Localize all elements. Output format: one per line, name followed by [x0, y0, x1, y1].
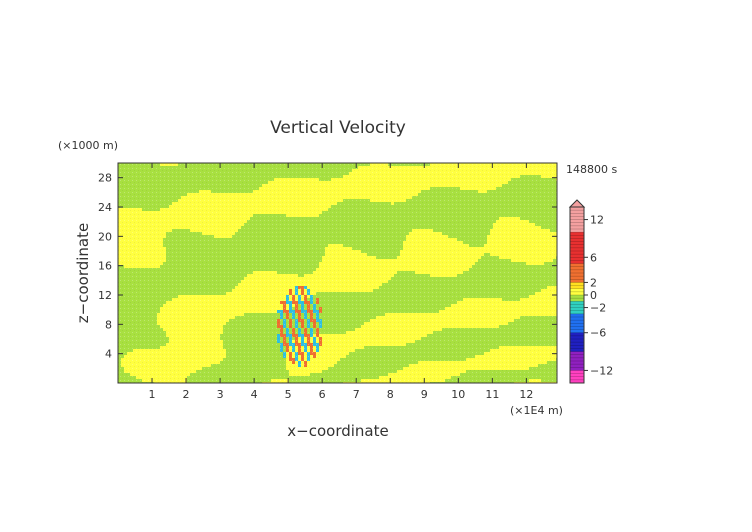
- chart-title: Vertical Velocity: [270, 118, 406, 138]
- y-unit-label: (×1000 m): [58, 139, 118, 152]
- time-label: 148800 s: [566, 163, 617, 176]
